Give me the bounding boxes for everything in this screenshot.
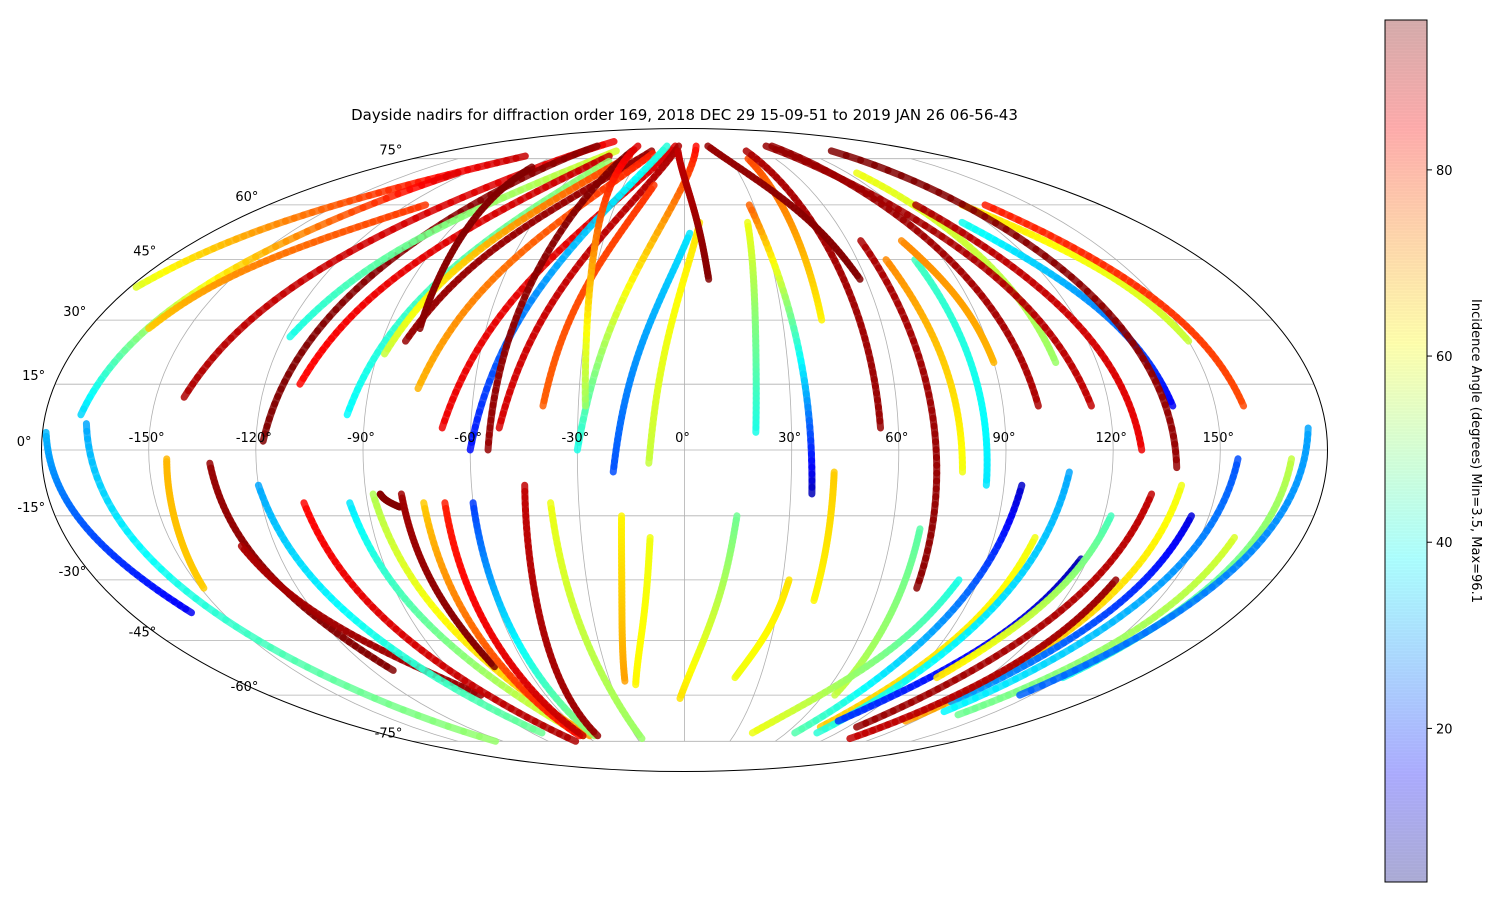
track-segment xyxy=(897,237,908,247)
track-segment xyxy=(659,142,671,154)
meridian-line xyxy=(148,158,458,742)
colorbar-tick-label: 80 xyxy=(1436,164,1453,179)
track-segment xyxy=(598,152,613,164)
track-segment xyxy=(598,157,613,169)
track-segment xyxy=(742,147,756,159)
track-segment xyxy=(954,708,971,719)
track-segment xyxy=(857,237,869,251)
track-segment xyxy=(882,256,893,268)
track-segment xyxy=(1016,686,1035,699)
track-segment xyxy=(731,672,740,682)
latitude-tick-label: 45° xyxy=(133,245,156,260)
track-segment xyxy=(647,181,658,193)
nadir-tracks xyxy=(42,138,1312,745)
colorbar-hatch xyxy=(1385,21,1427,881)
latitude-tick-label: 30° xyxy=(63,305,86,320)
meridian-line xyxy=(774,158,900,742)
latitude-tick-label: 15° xyxy=(22,369,45,384)
track-segment xyxy=(827,147,850,159)
longitude-tick-label: 120° xyxy=(1096,431,1127,446)
longitude-tick-label: 30° xyxy=(778,431,801,446)
latitude-tick-label: -60° xyxy=(231,680,259,695)
longitude-tick-label: -30° xyxy=(561,431,589,446)
colorbar-tick-label: 20 xyxy=(1436,722,1453,737)
track-segment xyxy=(198,581,208,592)
track-segment xyxy=(834,714,849,725)
track-segment xyxy=(810,594,819,605)
longitude-tick-label: 150° xyxy=(1203,431,1234,446)
track-segment xyxy=(475,732,500,745)
track-segment xyxy=(744,218,752,230)
track-segment xyxy=(599,138,618,149)
track-segment xyxy=(831,688,842,699)
track-segment xyxy=(853,169,867,180)
longitude-tick-label: 0° xyxy=(675,431,690,446)
track-segment xyxy=(958,218,973,230)
track-segment xyxy=(933,671,946,682)
colorbar-tick-label: 60 xyxy=(1436,350,1453,365)
longitude-tick-label: 90° xyxy=(992,431,1015,446)
track-segment xyxy=(940,703,959,716)
colorbar-label: Incidence Angle (degrees) Min=3.5, Max=9… xyxy=(1468,299,1483,603)
latitude-tick-label: -45° xyxy=(129,625,157,640)
longitude-tick-label: 60° xyxy=(885,431,908,446)
track-segment xyxy=(582,142,601,154)
longitude-tick-label: -120° xyxy=(236,431,272,446)
track-segment xyxy=(911,256,922,268)
track-segment xyxy=(813,725,829,737)
track-segment xyxy=(981,201,997,213)
track-segment xyxy=(748,726,761,737)
latitude-tick-label: 60° xyxy=(235,190,258,205)
latitude-tick-label: 75° xyxy=(379,144,402,159)
track-segment xyxy=(791,725,806,737)
latitude-tick-label: -75° xyxy=(375,726,403,741)
track-segment xyxy=(512,152,529,162)
longitude-tick-label: -150° xyxy=(129,431,165,446)
meridian-line xyxy=(255,158,504,742)
track-segment xyxy=(744,155,755,165)
latitude-tick-label: -15° xyxy=(17,501,45,516)
track-segment xyxy=(704,142,715,152)
colorbar-tick-label: 40 xyxy=(1436,536,1453,551)
track-segment xyxy=(912,201,928,213)
meridian-line xyxy=(362,158,549,742)
track-segment xyxy=(762,142,780,154)
track-segment xyxy=(414,201,430,211)
track-segment xyxy=(630,142,642,154)
track-segment xyxy=(529,725,546,737)
track-segment xyxy=(383,662,397,674)
meridian-line xyxy=(865,158,1114,742)
colorbar-ticks: 20 40 60 80 xyxy=(1427,164,1453,737)
track-segment xyxy=(635,731,646,743)
track-segment xyxy=(487,659,499,671)
longitude-tick-label: -60° xyxy=(454,431,482,446)
track-segment xyxy=(442,169,462,181)
track-segment xyxy=(590,728,602,740)
track-segment xyxy=(523,163,536,174)
track-segment xyxy=(676,691,685,702)
track-segment xyxy=(471,688,485,699)
longitude-tick-label: -90° xyxy=(347,431,375,446)
track-segment xyxy=(853,719,870,731)
map-area: -150° -120° -90° -60° -30° 0° 30° 60° 90° 120° 150… xyxy=(17,128,1328,772)
latitude-tick-label: -30° xyxy=(59,565,87,580)
track-segment xyxy=(574,728,587,740)
track-segment xyxy=(745,201,756,214)
track-segment xyxy=(644,149,657,161)
track-segment xyxy=(684,229,694,242)
track-segment xyxy=(182,605,196,617)
colorbar: 20 40 60 80 Incidence Angle (degrees) Min=3… xyxy=(1384,19,1483,883)
track-segment xyxy=(846,732,862,743)
latitude-tick-label: 0° xyxy=(17,435,32,450)
track-segment xyxy=(564,734,580,745)
chart-title: Dayside nadirs for diffraction order 169… xyxy=(351,106,1018,124)
